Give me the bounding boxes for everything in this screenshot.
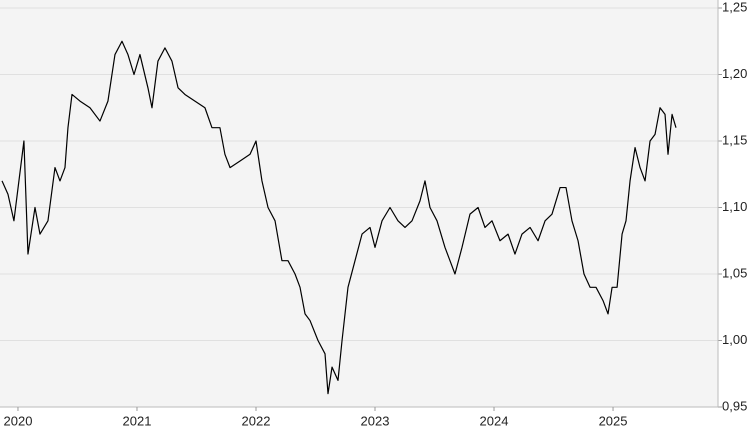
x-tick-label: 2025 <box>599 413 628 428</box>
x-tick-label: 2022 <box>242 413 271 428</box>
x-tick-label: 2021 <box>123 413 152 428</box>
plot-area <box>0 0 718 407</box>
x-tick-label: 2023 <box>361 413 390 428</box>
y-tick-label: 1,10 <box>722 199 747 214</box>
y-tick-label: 1,15 <box>722 132 747 147</box>
price-line <box>1 40 677 395</box>
y-tick-label: 1,20 <box>722 66 747 81</box>
x-tick-label: 2024 <box>480 413 509 428</box>
y-tick-label: 0,95 <box>722 398 747 413</box>
y-tick-label: 1,05 <box>722 265 747 280</box>
y-tick-label: 1,00 <box>722 332 747 347</box>
y-tick-label: 1,25 <box>722 0 747 14</box>
x-tick-label: 2020 <box>4 413 33 428</box>
